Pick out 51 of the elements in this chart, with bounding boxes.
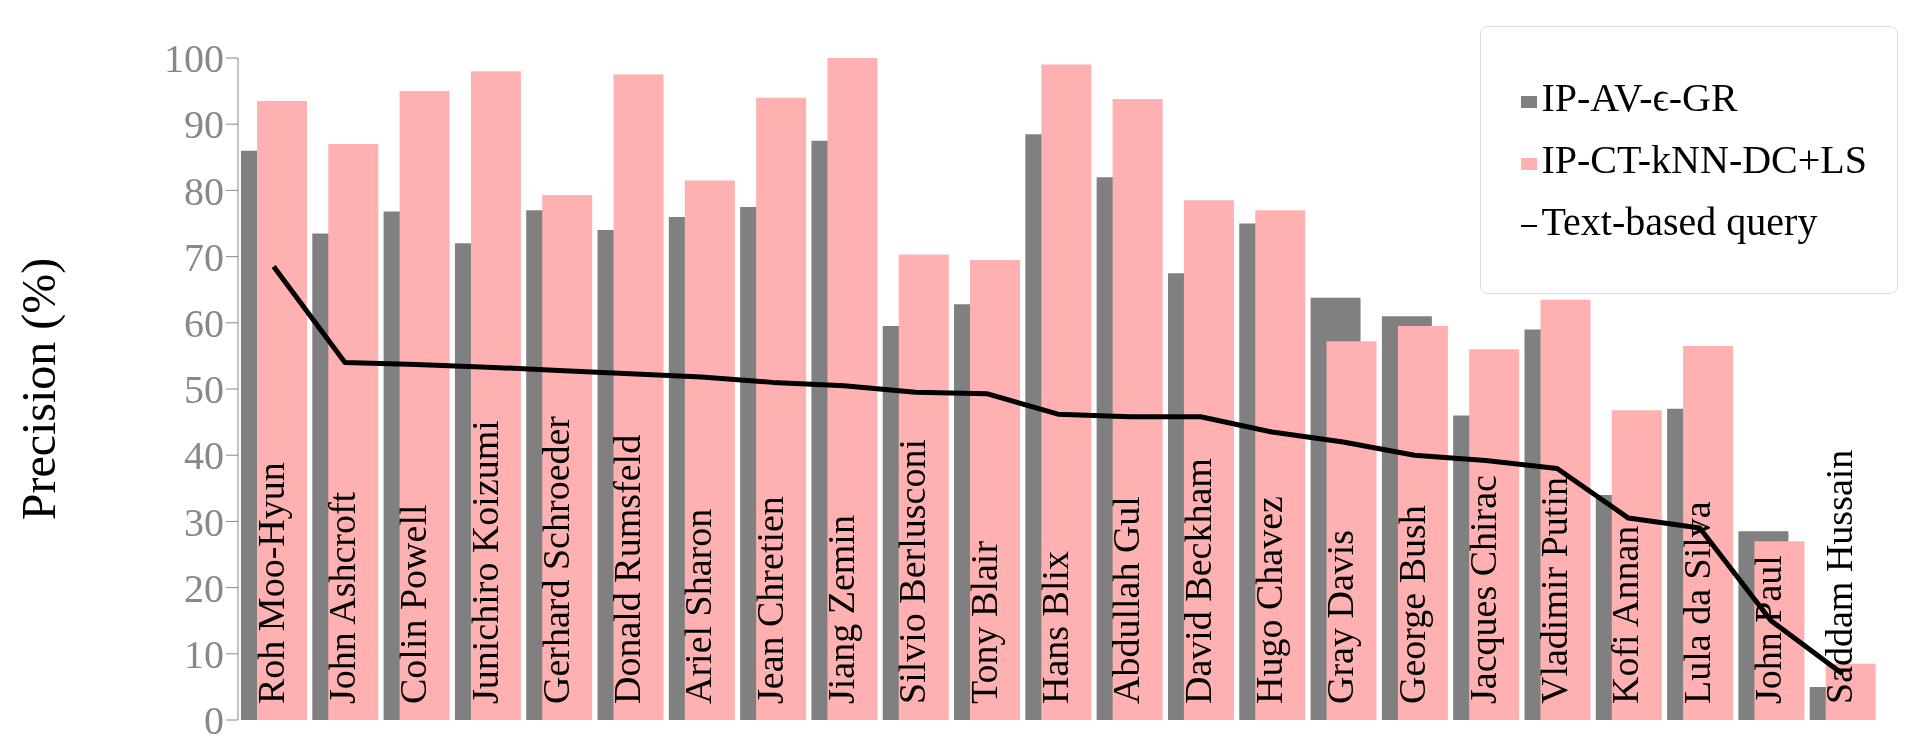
x-tick-label: Jean Chretien <box>748 496 791 704</box>
y-tick-label: 100 <box>164 36 224 82</box>
x-tick-label: Tony Blair <box>962 540 1005 704</box>
y-tick-label: 0 <box>204 698 224 744</box>
bar <box>257 101 307 720</box>
x-tick-label: Jiang Zemin <box>820 515 863 704</box>
legend-label: IP-CT-kNN-DC+LS <box>1541 137 1867 182</box>
legend-label: IP-AV-ϵ-GR <box>1541 75 1738 120</box>
bar <box>827 58 878 720</box>
bar <box>1183 200 1234 720</box>
x-tick-label: Kofi Annan <box>1604 525 1647 704</box>
x-tick-label: Hugo Chavez <box>1247 496 1290 704</box>
x-tick-label: David Beckham <box>1176 458 1219 704</box>
y-tick-label: 70 <box>184 234 224 280</box>
x-tick-label: Lula da Silva <box>1675 501 1718 704</box>
x-tick-label: Donald Rumsfeld <box>606 434 649 704</box>
x-tick-label: Abdullah Gul <box>1105 496 1148 704</box>
y-tick-label: 40 <box>184 433 224 479</box>
x-tick-label: George Bush <box>1390 505 1433 704</box>
x-tick-label: Jacques Chirac <box>1461 475 1504 704</box>
bar <box>1255 210 1306 720</box>
x-tick-label: Roh Moo-Hyun <box>249 462 292 704</box>
bar <box>470 71 521 720</box>
x-tick-label: Colin Powell <box>392 504 435 704</box>
y-tick-label: 50 <box>184 367 224 413</box>
x-tick-label: Junichiro Koizumi <box>463 420 506 704</box>
bar <box>399 91 450 720</box>
legend-label: Text-based query <box>1541 199 1818 244</box>
x-tick-label: Saddam Hussain <box>1818 449 1861 704</box>
bar <box>970 259 1021 720</box>
x-tick-label: Vladimir Putin <box>1533 477 1576 704</box>
y-tick-label: 80 <box>184 168 224 214</box>
y-tick-label: 10 <box>184 632 224 677</box>
x-tick-label: Silvio Berlusconi <box>891 439 934 704</box>
bar <box>684 180 735 720</box>
bar <box>1326 341 1377 720</box>
bar <box>613 74 664 720</box>
y-tick-label: 90 <box>184 102 224 148</box>
y-axis-title: Precision (%) <box>12 257 67 521</box>
x-tick-label: John Ashcroft <box>320 491 363 704</box>
bar <box>328 144 379 720</box>
x-tick-label: Hans Blix <box>1034 550 1076 704</box>
x-tick-label: Gerhard Schroeder <box>534 415 577 704</box>
x-tick-label: Ariel Sharon <box>677 508 720 704</box>
y-tick-label: 20 <box>184 565 224 611</box>
x-tick-label: Gray Davis <box>1319 529 1362 704</box>
y-tick-label: 30 <box>184 499 224 545</box>
y-tick-label: 60 <box>184 301 224 346</box>
bar <box>756 97 807 720</box>
bar <box>1112 99 1163 720</box>
bar <box>1041 64 1092 720</box>
